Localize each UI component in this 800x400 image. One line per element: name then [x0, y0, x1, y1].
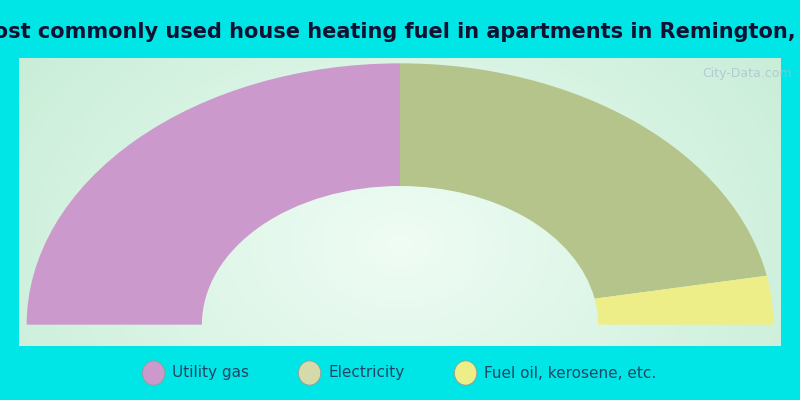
Ellipse shape: [454, 361, 477, 385]
Wedge shape: [594, 276, 774, 325]
Ellipse shape: [298, 361, 321, 385]
Text: Most commonly used house heating fuel in apartments in Remington, IN: Most commonly used house heating fuel in…: [0, 22, 800, 42]
Wedge shape: [400, 63, 766, 299]
Text: Electricity: Electricity: [328, 366, 404, 380]
Text: City-Data.com: City-Data.com: [702, 67, 792, 80]
Wedge shape: [26, 63, 400, 325]
Text: Fuel oil, kerosene, etc.: Fuel oil, kerosene, etc.: [484, 366, 656, 380]
Ellipse shape: [142, 361, 165, 385]
Text: Utility gas: Utility gas: [172, 366, 249, 380]
